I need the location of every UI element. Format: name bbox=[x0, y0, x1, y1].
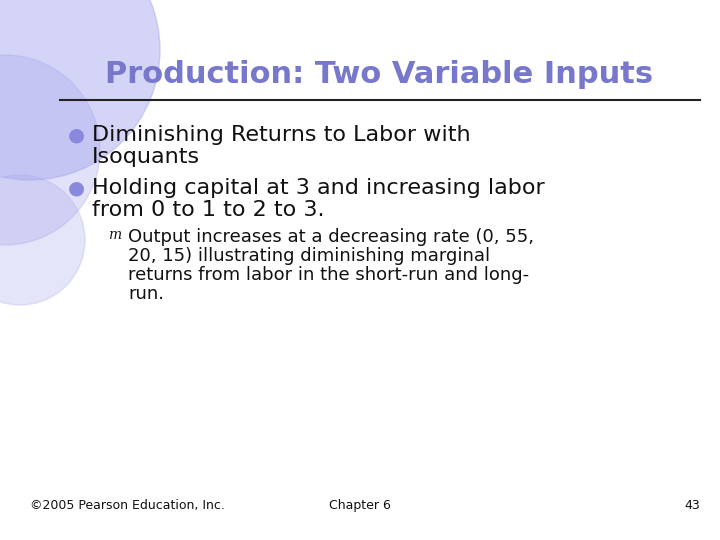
Text: m: m bbox=[108, 228, 121, 242]
Circle shape bbox=[0, 55, 100, 245]
Text: ●: ● bbox=[68, 125, 85, 144]
Text: 20, 15) illustrating diminishing marginal: 20, 15) illustrating diminishing margina… bbox=[128, 247, 490, 265]
Text: returns from labor in the short-run and long-: returns from labor in the short-run and … bbox=[128, 266, 529, 284]
Circle shape bbox=[0, 175, 85, 305]
Text: ●: ● bbox=[68, 178, 85, 197]
Circle shape bbox=[0, 0, 160, 180]
Text: Diminishing Returns to Labor with: Diminishing Returns to Labor with bbox=[92, 125, 471, 145]
Text: run.: run. bbox=[128, 285, 164, 303]
Text: from 0 to 1 to 2 to 3.: from 0 to 1 to 2 to 3. bbox=[92, 200, 325, 220]
Text: Output increases at a decreasing rate (0, 55,: Output increases at a decreasing rate (0… bbox=[128, 228, 534, 246]
Text: ©2005 Pearson Education, Inc.: ©2005 Pearson Education, Inc. bbox=[30, 499, 225, 512]
Text: 43: 43 bbox=[684, 499, 700, 512]
Text: Chapter 6: Chapter 6 bbox=[329, 499, 391, 512]
Text: Production: Two Variable Inputs: Production: Two Variable Inputs bbox=[105, 60, 653, 89]
Text: Isoquants: Isoquants bbox=[92, 147, 200, 167]
Text: Holding capital at 3 and increasing labor: Holding capital at 3 and increasing labo… bbox=[92, 178, 545, 198]
